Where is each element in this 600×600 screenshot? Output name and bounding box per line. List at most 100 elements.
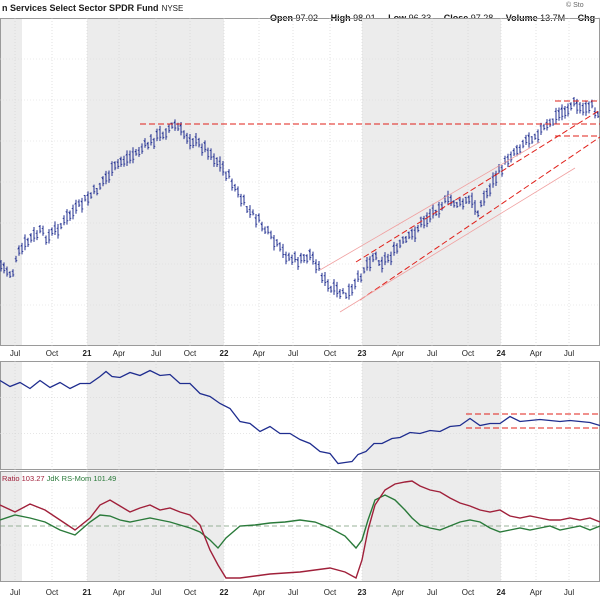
x-tick-label: 23 [358,349,367,358]
price-bar-open [563,107,566,111]
x-tick-label: 21 [83,349,92,358]
price-bar-open [194,136,197,138]
price-bar-open [185,134,188,137]
price-bar-open [104,173,107,176]
price-bar-open [407,231,410,234]
price-bar-open [401,237,404,239]
x-tick-label: Oct [184,588,197,597]
x-tick-label: Oct [46,349,59,358]
price-bar-open [488,185,491,188]
price-bar-open [569,102,572,106]
x-tick-label: 23 [358,588,367,597]
price-bar-open [326,280,329,283]
price-bar-open [173,120,176,124]
x-tick-label: Jul [427,588,437,597]
shade-band [87,471,224,582]
price-bar-open [536,131,539,133]
shade-band [362,471,501,582]
price-bar-open [308,250,311,253]
price-bar-open [440,204,443,206]
x-tick-label: Jul [564,349,574,358]
price-bar-open [521,140,524,143]
price-bar-open [38,225,41,228]
x-tick-label: Jul [151,588,161,597]
price-bar-open [290,256,293,259]
rs-mom-line [0,494,600,550]
x-tick-label: Jul [151,349,161,358]
price-bar-open [350,285,353,288]
price-bar-open [5,268,8,271]
price-bar-open [359,275,362,278]
x-tick-label: Jul [288,349,298,358]
price-bar-open [332,282,335,284]
price-bar-open [80,200,83,203]
price-bar-open [227,170,230,174]
price-bar-open [275,239,278,241]
price-bar-open [20,244,23,247]
price-bar-open [362,267,365,269]
x-tick-label: Apr [253,588,266,597]
price-bar-open [242,195,245,198]
x-tick-label: Apr [113,588,126,597]
price-bar-open [2,263,5,267]
x-tick-label: 24 [497,349,506,358]
price-bar-open [98,183,101,185]
price-bar-open [89,192,92,195]
shade-band [87,18,224,346]
price-bar-open [158,128,161,131]
price-bar-open [302,254,305,257]
price-bar-open [299,253,302,257]
price-bar-open [230,179,233,182]
price-bar-open [32,229,35,231]
indicator-legend: Ratio 103.27 JdK RS-Mom 101.49 [2,474,116,483]
x-tick-label: Jul [10,349,20,358]
price-bar-open [320,274,323,277]
price-bar-open [26,238,29,242]
price-bar-open [587,102,590,105]
price-bar-open [23,237,26,239]
x-tick-label: Jul [564,588,574,597]
price-bar-open [317,263,320,266]
exchange-label: NYSE [161,4,184,13]
price-bar-open [491,176,494,178]
price-bar-open [50,228,53,231]
price-bar-open [371,254,374,257]
price-bar-open [560,107,563,110]
price-bar-open [458,199,461,202]
price-bar-open [425,215,428,217]
price-bar-open [383,255,386,257]
x-tick-label: Apr [392,588,405,597]
price-bar-open [329,286,332,288]
price-bar-open [542,125,545,127]
price-bar-open [125,153,128,156]
x-tick-label: Oct [324,588,337,597]
chart-title: n Services Select Sector SPDR Fund NYSE [2,3,184,13]
price-bar-open [449,195,452,199]
price-bar-open [461,200,464,203]
price-bar-open [68,211,71,215]
price-bar-open [245,206,248,208]
price-bar-open [527,134,530,138]
price-bar-open [404,236,407,239]
shade-band [0,361,22,470]
price-bar-open [410,229,413,232]
x-tick-label: Jul [288,588,298,597]
price-bar-open [149,135,152,137]
price-bar-open [395,244,398,246]
price-bar-open [122,158,125,161]
price-bar-open [257,214,260,217]
price-bar-open [452,200,455,204]
price-bar-open [287,253,290,256]
price-bar-open [203,142,206,145]
price-bar-open [29,233,32,237]
price-bar-open [467,195,470,199]
price-bar-open [515,146,518,149]
price-bar-open [311,253,314,256]
price-bar-open [380,259,383,262]
price-bar-open [314,261,317,265]
price-bar-open [113,161,116,165]
price-bar-open [374,252,377,256]
rs-ratio-line [0,480,600,580]
price-bar-open [506,155,509,158]
